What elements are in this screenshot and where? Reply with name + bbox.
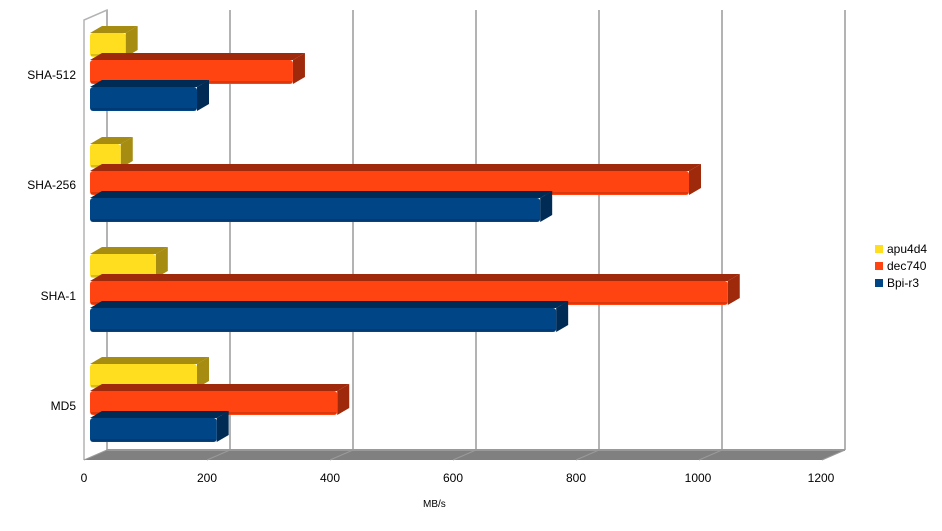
bar-dec740-sha-512 <box>90 53 305 84</box>
category-label-sha512: SHA-512 <box>27 68 76 82</box>
bar-dec740-sha-1 <box>90 274 740 305</box>
bar-bpi-r3-sha-512 <box>90 80 210 111</box>
legend-item-dec740: dec740 <box>875 257 927 274</box>
x-tick-1000: 1000 <box>684 471 712 485</box>
x-tick-600: 600 <box>442 471 464 485</box>
x-tick-200: 200 <box>196 471 218 485</box>
legend-label: Bpi-r3 <box>887 275 920 290</box>
category-label-md5: MD5 <box>50 399 76 413</box>
x-tick-400: 400 <box>319 471 341 485</box>
x-tick-800: 800 <box>565 471 587 485</box>
legend-label: dec740 <box>887 258 927 273</box>
legend-item-apu4d4: apu4d4 <box>875 240 927 257</box>
bar-bpi-r3-sha-256 <box>90 191 553 222</box>
legend-swatch-icon <box>875 278 883 287</box>
chart-floor <box>83 449 846 461</box>
bar-bpi-r3-sha-1 <box>90 301 569 332</box>
x-tick-0: 0 <box>80 471 88 485</box>
legend-label: apu4d4 <box>887 241 928 256</box>
category-label-sha1: SHA-1 <box>40 289 76 303</box>
bars <box>90 26 740 442</box>
bar-apu4d4-sha-1 <box>90 247 168 278</box>
category-label-sha256: SHA-256 <box>27 178 76 192</box>
bar-dec740-md5 <box>90 384 350 415</box>
bar-apu4d4-sha-512 <box>90 26 138 57</box>
bar-dec740-sha-256 <box>90 164 702 195</box>
legend-swatch-icon <box>875 261 883 270</box>
legend-item-bpi-r3: Bpi-r3 <box>875 274 927 291</box>
bar-bpi-r3-md5 <box>90 411 229 442</box>
legend-swatch-icon <box>875 244 883 253</box>
bar-apu4d4-md5 <box>90 357 210 388</box>
x-axis-title: MB/s <box>423 499 446 510</box>
bar-apu4d4-sha-256 <box>90 137 133 168</box>
legend: apu4d4 dec740 Bpi-r3 <box>875 240 927 291</box>
x-tick-1200: 1200 <box>807 471 835 485</box>
